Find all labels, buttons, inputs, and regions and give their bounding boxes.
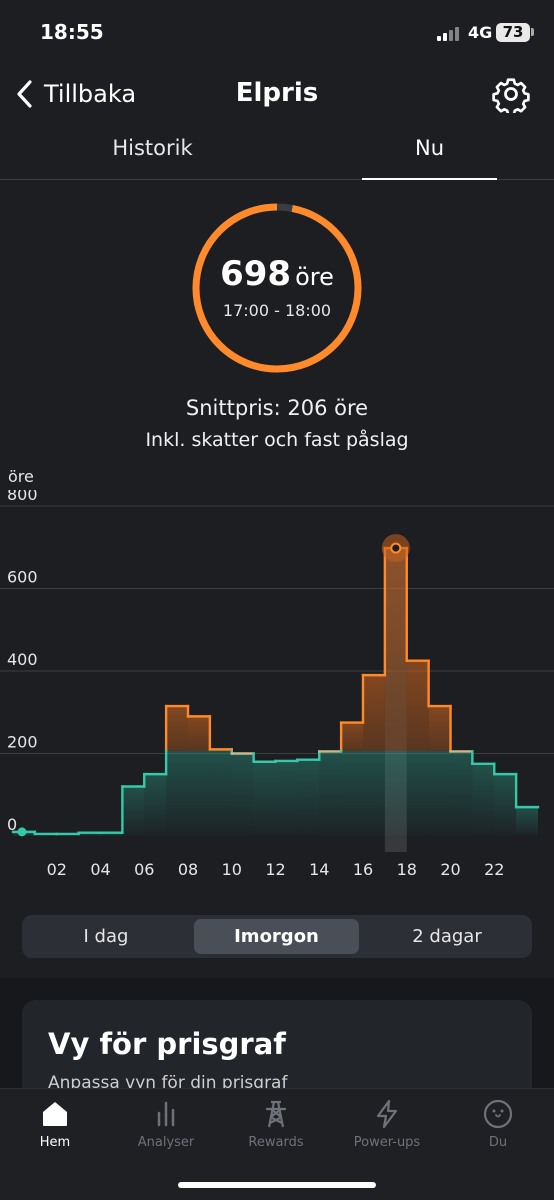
- nav-label-du: Du: [488, 1135, 508, 1150]
- nav-analyser[interactable]: Analyser: [111, 1099, 221, 1150]
- lightning-icon: [376, 1099, 398, 1129]
- nav-rewards[interactable]: Rewards: [221, 1099, 331, 1150]
- segment-two-days[interactable]: 2 dagar: [412, 926, 482, 947]
- price-ring: [192, 203, 362, 373]
- x-tick-label: 04: [90, 860, 110, 879]
- home-icon: [43, 1102, 67, 1126]
- chevron-left-icon: [17, 80, 32, 108]
- price-bar-low: [297, 759, 320, 836]
- tax-note: Inkl. skatter och fast påslag: [145, 429, 409, 451]
- cell-signal-icon: [437, 27, 463, 41]
- card-title: Vy för prisgraf: [48, 1027, 286, 1061]
- average-price-label: Snittpris:: [185, 396, 281, 420]
- price-bar-low: [406, 751, 429, 836]
- y-tick-label: 400: [7, 650, 38, 669]
- current-price-time: 17:00 - 18:00: [222, 301, 332, 320]
- price-bar-high: [188, 716, 210, 752]
- gear-icon: [492, 78, 530, 116]
- price-bar-low: [275, 760, 298, 836]
- nav-power-ups[interactable]: Power-ups: [332, 1099, 442, 1150]
- price-bar-low: [144, 774, 167, 836]
- network-type: 4G: [468, 23, 493, 42]
- price-bar-low: [122, 786, 145, 836]
- power-tower-icon: [266, 1100, 286, 1128]
- y-tick-label: 600: [7, 568, 38, 587]
- status-time: 18:55: [40, 20, 104, 44]
- price-bar-low: [472, 763, 495, 836]
- average-price-value: 206 öre: [287, 396, 369, 420]
- x-tick-label: 12: [265, 860, 285, 879]
- price-bar-high: [428, 706, 451, 752]
- price-bar-low: [428, 751, 451, 836]
- segment-today[interactable]: I dag: [83, 926, 129, 947]
- price-bar-low: [231, 753, 254, 836]
- price-bar-low: [450, 751, 473, 836]
- y-tick-label: 0: [7, 815, 17, 834]
- price-bar-high: [166, 706, 188, 752]
- price-bar-high: [384, 548, 407, 752]
- nav-label-analyser: Analyser: [137, 1135, 195, 1150]
- active-tab-indicator: [362, 178, 497, 180]
- x-tick-label: 02: [47, 860, 67, 879]
- x-tick-label: 20: [440, 860, 460, 879]
- nav-label-power-ups: Power-ups: [353, 1135, 421, 1150]
- back-label: Tillbaka: [44, 80, 137, 108]
- price-bar-low: [319, 751, 342, 836]
- y-axis-unit: öre: [8, 467, 34, 486]
- x-tick-label: 10: [222, 860, 242, 879]
- price-bar-low: [78, 832, 101, 836]
- x-tick-label: 14: [309, 860, 329, 879]
- current-price-value: 698: [220, 254, 292, 294]
- back-button[interactable]: Tillbaka: [14, 74, 136, 114]
- tab-divider: [0, 179, 554, 180]
- price-bar-high: [406, 660, 429, 752]
- nav-hem[interactable]: Hem: [0, 1099, 110, 1150]
- price-bar-high: [341, 722, 363, 752]
- price-bar-high: [363, 675, 385, 752]
- price-bar-low: [253, 761, 276, 836]
- settings-button[interactable]: [492, 75, 530, 116]
- x-tick-label: 16: [353, 860, 373, 879]
- tab-historik[interactable]: Historik: [112, 136, 193, 160]
- start-point: [17, 827, 27, 837]
- price-bar-low: [341, 751, 363, 836]
- y-tick-label: 800: [7, 490, 38, 504]
- day-range-selector: I dag Imorgon 2 dagar: [22, 915, 532, 958]
- x-tick-label: 08: [178, 860, 198, 879]
- price-bar-low: [363, 751, 385, 836]
- price-bar-low: [384, 751, 407, 836]
- x-tick-label: 18: [397, 860, 417, 879]
- price-bar-low: [188, 751, 210, 836]
- y-tick-label: 200: [7, 733, 38, 752]
- battery-level: 73: [496, 23, 530, 42]
- price-bar-low: [100, 832, 123, 836]
- price-chart[interactable]: 0 200 400 600 800 02 04 06 08 10 12 14 16 18 20 22: [0, 490, 554, 890]
- smiley-icon: [483, 1099, 513, 1129]
- price-ring-progress: [192, 203, 362, 373]
- x-tick-label: 22: [484, 860, 504, 879]
- price-bar-low: [209, 751, 232, 836]
- current-price: 698 öre: [190, 254, 364, 294]
- bar-chart-icon: [157, 1101, 175, 1127]
- nav-du[interactable]: Du: [443, 1099, 553, 1150]
- current-price-marker: [390, 542, 402, 554]
- nav-label-rewards: Rewards: [248, 1135, 304, 1150]
- segment-tomorrow[interactable]: Imorgon: [194, 919, 359, 954]
- price-bar-low: [494, 774, 517, 836]
- price-bar-low: [516, 807, 538, 836]
- current-price-unit: öre: [295, 263, 334, 291]
- home-indicator: [178, 1182, 376, 1188]
- x-tick-label: 06: [134, 860, 154, 879]
- bottom-navigation: Hem Analyser Rewards Power-ups Du: [0, 1088, 554, 1200]
- nav-label-hem: Hem: [39, 1135, 71, 1150]
- battery-icon: [531, 28, 534, 36]
- tab-nu[interactable]: Nu: [414, 136, 445, 160]
- average-price: Snittpris: 206 öre: [0, 396, 554, 420]
- price-bar-low: [166, 751, 188, 836]
